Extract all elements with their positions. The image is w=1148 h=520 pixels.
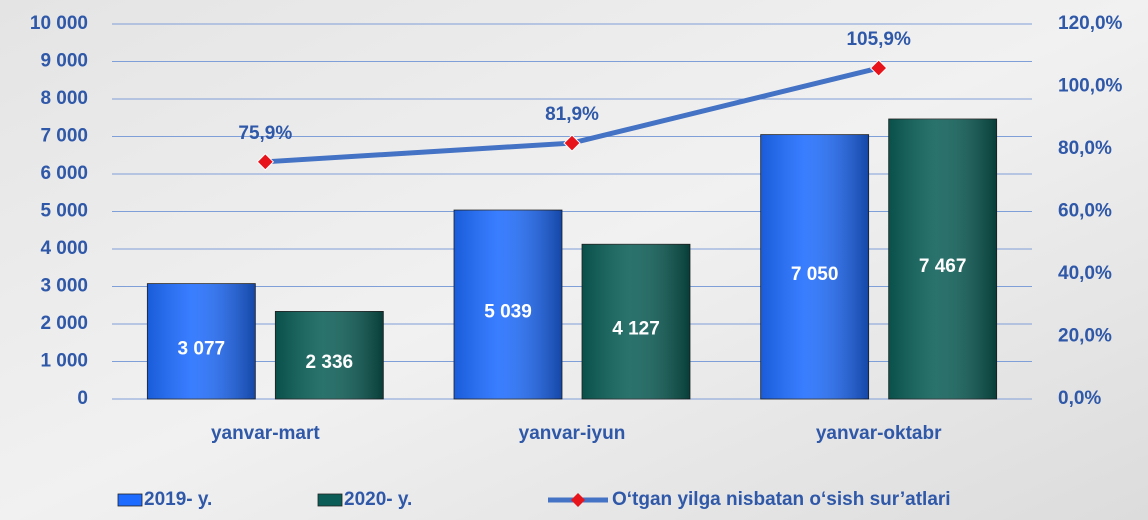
y-tick-label: 2 000: [40, 313, 88, 334]
y2-tick-label: 100,0%: [1058, 76, 1123, 97]
data-label: 5 039: [484, 302, 532, 323]
marker: [563, 134, 581, 152]
y-tick-label: 0: [77, 388, 88, 409]
y-tick-label: 5 000: [40, 201, 88, 222]
line-label: 105,9%: [846, 29, 911, 50]
data-label: 4 127: [612, 319, 660, 340]
data-label: 3 077: [178, 338, 226, 359]
bar-shade: [888, 118, 997, 400]
y2-tick-label: 80,0%: [1058, 138, 1112, 159]
bar-shade: [454, 210, 562, 399]
legend-marker: [571, 493, 585, 507]
line-label: 75,9%: [238, 123, 292, 144]
y2-tick-label: 20,0%: [1058, 326, 1112, 347]
bar-shade: [582, 244, 690, 399]
legend-label: O‘tgan yilga nisbatan o‘sish sur’atlari: [612, 489, 951, 510]
legend-swatch: [317, 493, 343, 507]
legend-label: 2020- y.: [344, 489, 412, 510]
y-tick-label: 1 000: [40, 351, 88, 372]
y2-tick-label: 120,0%: [1058, 13, 1123, 34]
bar-shade: [275, 311, 384, 399]
y-tick-label: 8 000: [40, 88, 88, 109]
x-tick-label: yanvar-oktabr: [816, 423, 942, 444]
x-tick-label: yanvar-iyun: [519, 423, 626, 444]
marker: [869, 59, 888, 77]
y2-tick-label: 40,0%: [1058, 263, 1112, 284]
data-label: 7 467: [919, 256, 967, 277]
bar-shade: [147, 283, 256, 399]
y-tick-label: 9 000: [40, 51, 88, 72]
data-label: 2 336: [306, 352, 354, 373]
marker: [256, 153, 275, 171]
legend-swatch: [117, 493, 143, 507]
y-tick-label: 10 000: [30, 13, 88, 34]
y-tick-label: 6 000: [40, 163, 88, 184]
y-tick-label: 3 000: [40, 276, 88, 297]
y-tick-label: 4 000: [40, 238, 88, 259]
y2-tick-label: 0,0%: [1058, 388, 1101, 409]
y2-tick-label: 60,0%: [1058, 201, 1112, 222]
legend-label: 2019- y.: [144, 489, 212, 510]
line-label: 81,9%: [545, 104, 599, 125]
bar-shade: [760, 134, 869, 399]
data-label: 7 050: [791, 264, 839, 285]
y-tick-label: 7 000: [40, 126, 88, 147]
x-tick-label: yanvar-mart: [211, 423, 320, 444]
